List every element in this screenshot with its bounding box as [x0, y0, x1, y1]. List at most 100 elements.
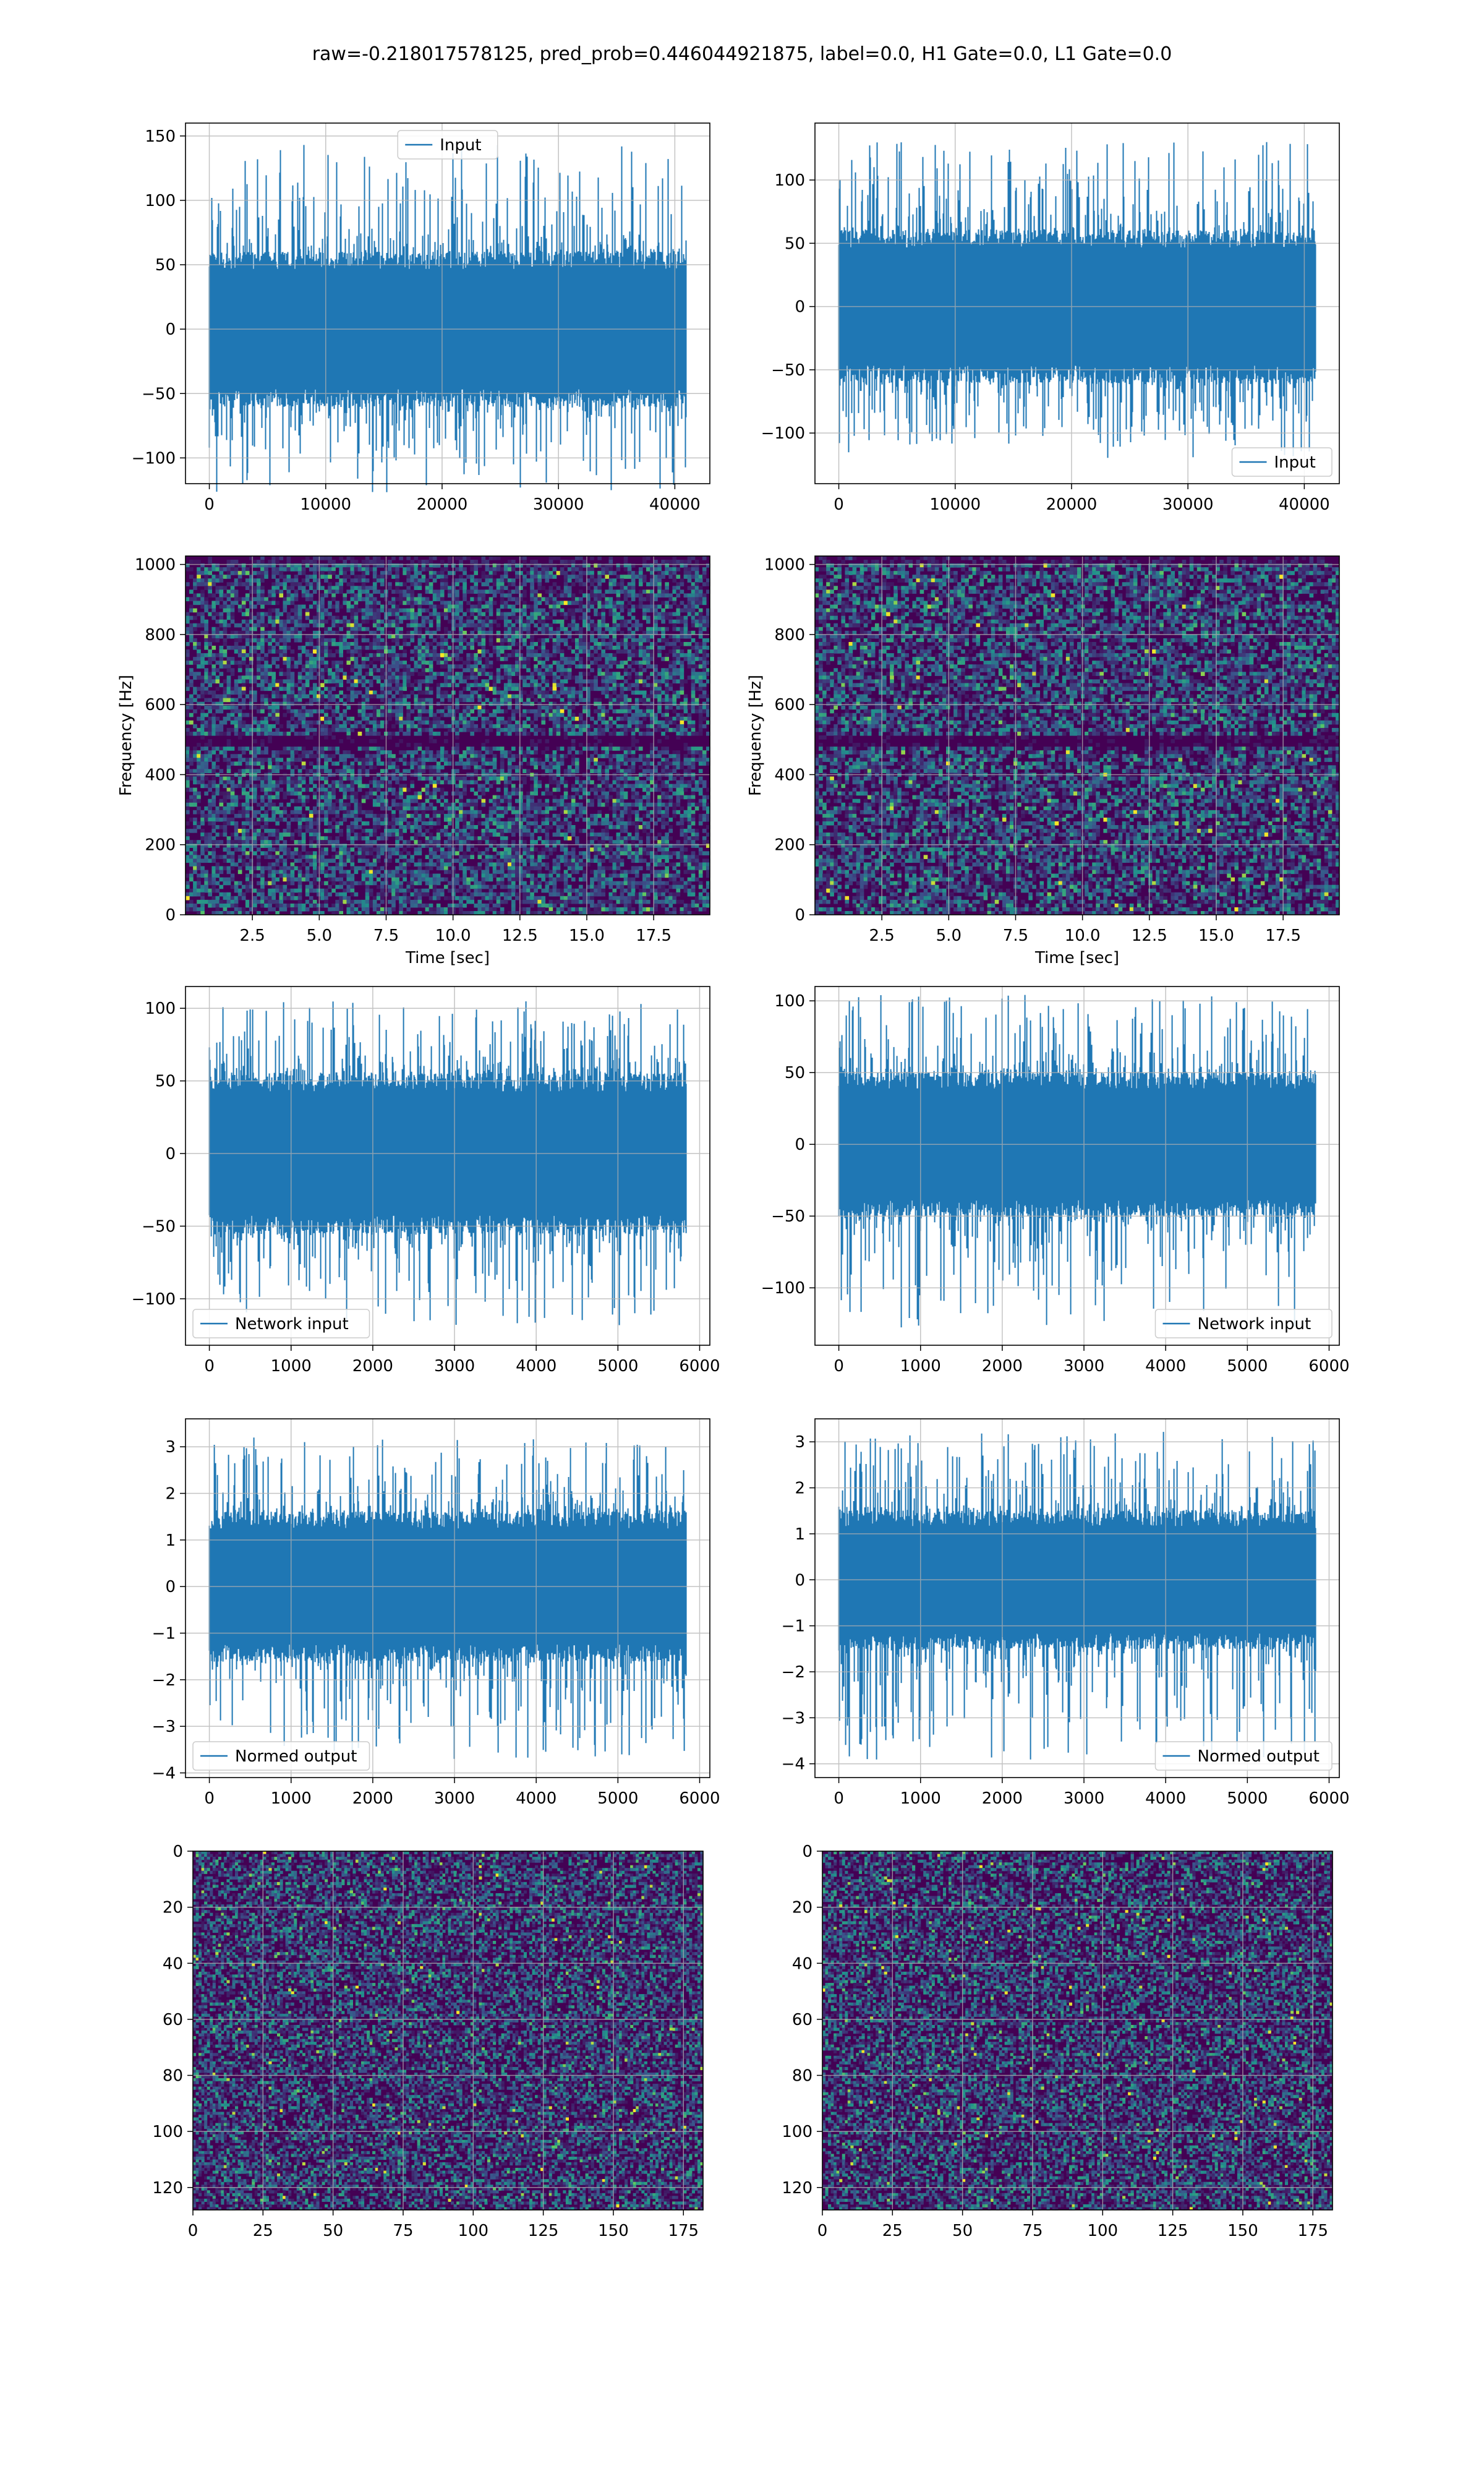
y-tick-label: 50	[785, 234, 805, 253]
y-tick-label: 600	[145, 696, 176, 714]
y-tick-label: −2	[782, 1663, 805, 1682]
x-tick-label: 2000	[352, 1357, 393, 1376]
y-tick-label: −1	[782, 1617, 805, 1636]
chart-image-h1: 0 25 50 75 100 125 150 175 0 20 40 60 80 100 120	[113, 1839, 715, 2284]
x-tick-label: 10.0	[435, 927, 471, 945]
y-tick-label: 3	[165, 1438, 176, 1457]
y-tick-label: 100	[774, 992, 805, 1011]
y-tick-label: 0	[795, 298, 805, 317]
chart-spectrogram-h1: 2.5 5.0 7.5 10.0 12.5 15.0 17.5 0 200 400 600 800 10…	[105, 544, 722, 989]
x-tick-label: 5000	[597, 1789, 638, 1808]
y-tick-label: 150	[145, 127, 176, 146]
chart-input-h1: 0 10000 20000 30000 40000 −100 −50 0 50 100 150 Inp…	[105, 111, 722, 558]
x-tick-label: 0	[834, 1789, 844, 1808]
chart-network-input-l1: 0 1000 2000 3000 4000 5000 6000 −100 −50 0 50 100 Ne…	[735, 974, 1352, 1419]
legend-label: Input	[1274, 453, 1316, 472]
legend-label: Normed output	[235, 1747, 357, 1766]
y-tick-label: 50	[785, 1064, 805, 1082]
y-tick-label: −100	[132, 1290, 176, 1309]
x-tick-label: 15.0	[569, 927, 605, 945]
x-tick-label: 2000	[982, 1357, 1023, 1376]
y-tick-label: 60	[792, 2011, 812, 2029]
y-tick-label: 0	[795, 1136, 805, 1154]
legend: Input	[397, 130, 498, 160]
x-tick-label: 175	[1297, 2222, 1328, 2240]
y-tick-label: 0	[165, 1578, 176, 1596]
y-tick-label: 60	[163, 2011, 183, 2029]
series-line	[208, 1437, 687, 1759]
y-tick-label: 80	[163, 2067, 183, 2086]
y-tick-label: 0	[165, 320, 176, 339]
y-tick-label: 100	[152, 2123, 183, 2141]
y-tick-label: −50	[142, 385, 176, 403]
x-tick-label: 125	[1158, 2222, 1188, 2240]
x-axis-label: Time [sec]	[405, 949, 490, 967]
y-tick-label: −3	[152, 1718, 176, 1736]
x-tick-label: 30000	[1162, 495, 1214, 514]
x-tick-label: 2.5	[869, 927, 894, 945]
y-tick-label: 100	[782, 2123, 812, 2141]
x-tick-label: 125	[528, 2222, 559, 2240]
x-tick-label: 3000	[434, 1789, 475, 1808]
grid-lines	[815, 123, 1339, 484]
legend-label: Network input	[235, 1315, 349, 1333]
y-tick-label: 2	[165, 1485, 176, 1504]
y-tick-label: 3	[795, 1433, 805, 1452]
x-tick-label: 4000	[1145, 1357, 1186, 1376]
y-tick-label: 50	[155, 256, 176, 275]
legend-label: Network input	[1198, 1315, 1311, 1333]
axes-frame	[814, 555, 1340, 915]
x-tick-label: 40000	[1279, 495, 1330, 514]
y-tick-label: −2	[152, 1671, 176, 1690]
y-tick-label: 200	[145, 836, 176, 855]
y-tick-label: 0	[795, 1571, 805, 1590]
y-tick-label: 120	[152, 2179, 183, 2198]
y-axis-label: Frequency [Hz]	[746, 675, 765, 796]
legend: Network input	[192, 1309, 370, 1338]
y-tick-label: −4	[152, 1764, 176, 1783]
x-tick-label: 50	[952, 2222, 973, 2240]
legend: Network input	[1154, 1309, 1333, 1338]
axes-frame	[192, 1851, 704, 2211]
x-tick-label: 0	[204, 1357, 215, 1376]
legend-label: Input	[440, 136, 481, 155]
x-tick-label: 1000	[900, 1357, 941, 1376]
x-tick-label: 50	[323, 2222, 343, 2240]
heatmap-cells	[815, 556, 1340, 915]
chart-network-input-h1: 0 1000 2000 3000 4000 5000 6000 −100 −50 0 50 100 Ne…	[105, 974, 722, 1419]
y-tick-label: 50	[155, 1072, 176, 1091]
x-tick-label: 6000	[1308, 1357, 1349, 1376]
y-tick-label: 40	[792, 1954, 812, 1973]
x-tick-label: 25	[253, 2222, 273, 2240]
axes-frame	[814, 122, 1340, 484]
y-tick-label: −100	[132, 449, 176, 468]
y-tick-label: 40	[163, 1954, 183, 1973]
x-tick-label: 1000	[271, 1357, 312, 1376]
chart-spectrogram-l1: 2.5 5.0 7.5 10.0 12.5 15.0 17.5 0 200 400 600 800 10…	[735, 544, 1352, 989]
x-tick-label: 5.0	[307, 927, 332, 945]
x-tick-label: 0	[204, 495, 215, 514]
series-line	[838, 142, 1316, 458]
y-tick-label: −50	[771, 361, 805, 380]
chart-input-l1: 0 10000 20000 30000 40000 −100 −50 0 50 100 Input	[735, 111, 1352, 558]
y-tick-label: 20	[163, 1899, 183, 1917]
grid-lines	[186, 987, 710, 1345]
x-tick-label: 100	[1087, 2222, 1118, 2240]
x-tick-label: 150	[598, 2222, 629, 2240]
axes-frame	[185, 555, 710, 915]
x-tick-label: 0	[204, 1789, 215, 1808]
x-tick-label: 7.5	[1003, 927, 1028, 945]
x-tick-label: 5000	[1227, 1789, 1268, 1808]
figure-title: raw=-0.218017578125, pred_prob=0.4460449…	[0, 43, 1484, 65]
series-line	[208, 145, 687, 492]
y-tick-label: −4	[782, 1755, 805, 1774]
x-tick-label: 4000	[1145, 1789, 1186, 1808]
y-tick-label: 1000	[135, 556, 176, 575]
y-tick-label: 0	[165, 906, 176, 925]
legend: Normed output	[1154, 1741, 1333, 1771]
x-tick-label: 10000	[929, 495, 981, 514]
y-tick-label: −50	[771, 1207, 805, 1226]
y-tick-label: 100	[774, 171, 805, 190]
y-tick-label: −100	[761, 1279, 805, 1298]
axes-frame	[814, 1418, 1340, 1778]
